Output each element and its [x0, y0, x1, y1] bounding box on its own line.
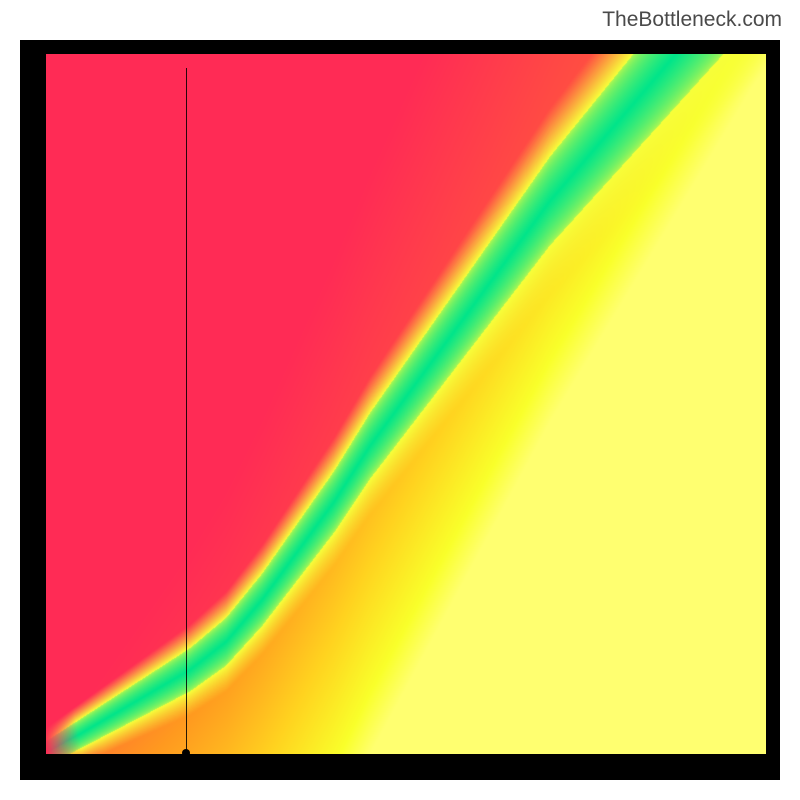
bottleneck-heatmap [46, 54, 766, 754]
chart-frame [20, 40, 780, 780]
plot-area [46, 54, 766, 754]
crosshair-vertical-line [186, 68, 187, 754]
crosshair-marker-dot [182, 749, 190, 754]
attribution-text: TheBottleneck.com [602, 8, 782, 32]
